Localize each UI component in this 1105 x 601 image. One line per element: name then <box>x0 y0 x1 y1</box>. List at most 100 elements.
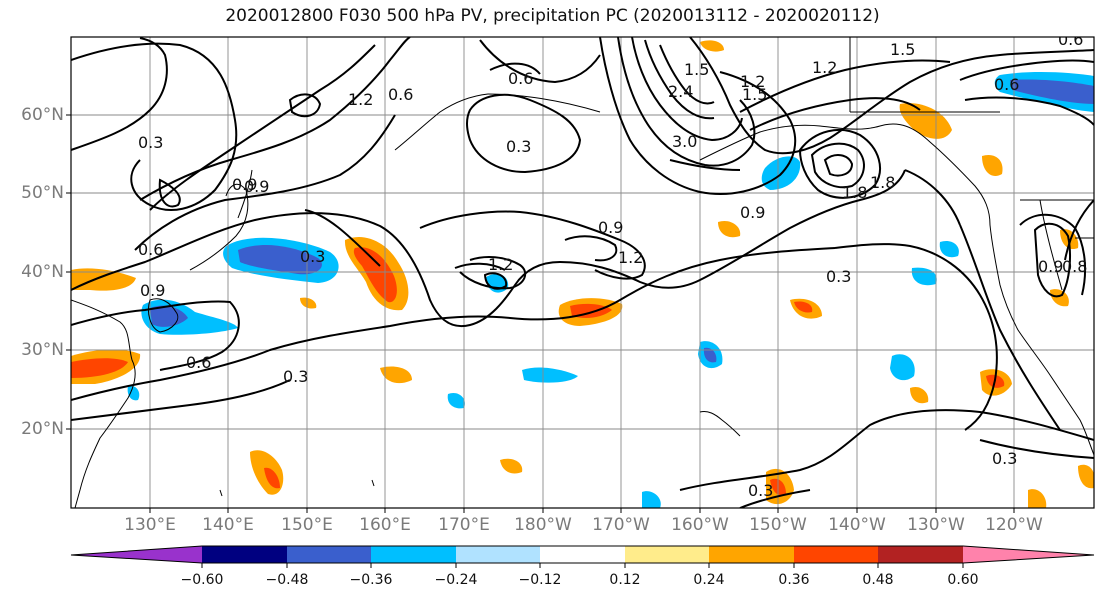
lat-label: 50°N <box>21 183 64 203</box>
colorbar-bin <box>371 546 456 563</box>
colorbar-tick-label: 0.24 <box>693 572 725 588</box>
contour-label: 0.3 <box>748 481 773 500</box>
precip-area <box>238 244 322 275</box>
colorbar-bin <box>202 546 287 563</box>
lon-label: 160°E <box>359 515 411 535</box>
contour-label: 2.4 <box>668 82 693 101</box>
precip-area <box>1050 289 1069 307</box>
colorbar-tick-label: −0.36 <box>349 572 393 588</box>
precip-area <box>300 297 317 309</box>
contour-label: 0.9 <box>244 177 269 196</box>
contour-label: 0.9 <box>232 175 257 194</box>
contour-label: 0.3 <box>992 449 1017 468</box>
pv-contours <box>71 37 1094 508</box>
lon-label: 130°E <box>124 515 176 535</box>
map-background <box>71 37 1094 508</box>
lon-label: 170°W <box>592 515 650 535</box>
precip-area <box>1028 489 1047 508</box>
precip-area <box>939 240 959 258</box>
contour-label: 1.5 <box>742 85 767 104</box>
colorbar-tick-label: 0.48 <box>862 572 894 588</box>
contour-label: 1.5 <box>890 40 915 59</box>
lon-label: 150°W <box>749 515 807 535</box>
precip-area <box>1010 79 1094 104</box>
precip-area <box>447 392 465 409</box>
axis-ticks <box>66 114 1015 513</box>
contour-label: 1.5 <box>684 60 709 79</box>
lon-label: 140°W <box>828 515 886 535</box>
precip-area <box>700 40 724 52</box>
lon-label: 150°E <box>281 515 333 535</box>
contour-label: 1.2 <box>740 72 765 91</box>
contour-label: 0.6 <box>138 240 163 259</box>
colorbar-extend-high <box>963 546 1094 563</box>
contour-label: 1.2 <box>618 248 643 267</box>
lon-label: 160°W <box>671 515 729 535</box>
contour-label: 1.2 <box>488 255 513 274</box>
lat-label: 20°N <box>21 419 64 439</box>
contour-label: 0.3 <box>283 367 308 386</box>
colorbar-bin <box>540 546 625 563</box>
precip-area <box>703 347 717 363</box>
contour-label: 1.8 <box>842 183 867 202</box>
precip-area <box>71 268 136 291</box>
lon-label: 180°W <box>514 515 572 535</box>
lat-label: 30°N <box>21 340 64 360</box>
contour-label: 1.2 <box>348 90 373 109</box>
colorbar-bin <box>456 546 540 563</box>
precip-area <box>794 301 813 313</box>
colorbar-bin <box>287 546 371 563</box>
contour-label: 0.3 <box>826 267 851 286</box>
colorbar <box>70 545 1095 568</box>
precip-area <box>1078 464 1094 489</box>
colorbar-bin <box>878 546 963 563</box>
precip-area <box>522 367 578 383</box>
precip-area <box>982 154 1003 176</box>
gridlines <box>71 37 1094 508</box>
contour-label: 0.9 <box>1038 257 1063 276</box>
colorbar-tick-label: 0.36 <box>778 572 810 588</box>
colorbar-bin <box>794 546 878 563</box>
lon-label: 170°E <box>438 515 490 535</box>
figure-title: 2020012800 F030 500 hPa PV, precipitatio… <box>225 6 880 26</box>
contour-label: 1.2 <box>812 58 837 77</box>
precip-area <box>910 386 929 404</box>
colorbar-bin <box>709 546 794 563</box>
precip-area <box>127 385 140 401</box>
precip-area <box>718 220 741 238</box>
precipitation-shading <box>71 40 1094 508</box>
precip-area <box>890 354 915 381</box>
contour-label: 0.6 <box>508 69 533 88</box>
contour-label: 0.3 <box>506 137 531 156</box>
contour-label: 0.9 <box>598 218 623 237</box>
lat-label: 60°N <box>21 105 64 125</box>
colorbar-tick-label: −0.24 <box>434 572 478 588</box>
pv-contour-labels: 0.3 0.6 0.9 1.2 1.5 1.8 2.4 3.0 1.2 0.9 … <box>138 30 1087 500</box>
precip-area <box>71 358 128 378</box>
precip-area <box>380 366 412 384</box>
contour-label: 0.9 <box>740 203 765 222</box>
contour-label: 0.6 <box>994 75 1019 94</box>
contour-label: 0.3 <box>138 133 163 152</box>
contour-label: 0.9 <box>140 281 165 300</box>
lon-label: 140°E <box>202 515 254 535</box>
precip-area <box>264 467 280 489</box>
colorbar-tick-label: −0.60 <box>180 572 224 588</box>
precip-area <box>642 491 661 508</box>
colorbar-tick-label: −0.48 <box>265 572 309 588</box>
colorbar-tick-label: −0.12 <box>518 572 562 588</box>
contour-label: 0.6 <box>1058 30 1083 49</box>
contour-label: 0.8 <box>1062 257 1087 276</box>
contour-label: 0.6 <box>388 85 413 104</box>
colorbar-tick-label: 0.12 <box>609 572 641 588</box>
contour-label: 0.3 <box>300 247 325 266</box>
lat-label: 40°N <box>21 262 64 282</box>
contour-label: 1.8 <box>870 173 895 192</box>
lon-label: 130°W <box>907 515 965 535</box>
contour-label: 0.6 <box>186 353 211 372</box>
precip-area <box>353 247 397 303</box>
precip-area <box>150 305 188 327</box>
contour-label: 3.0 <box>672 132 697 151</box>
precip-area <box>500 458 523 474</box>
